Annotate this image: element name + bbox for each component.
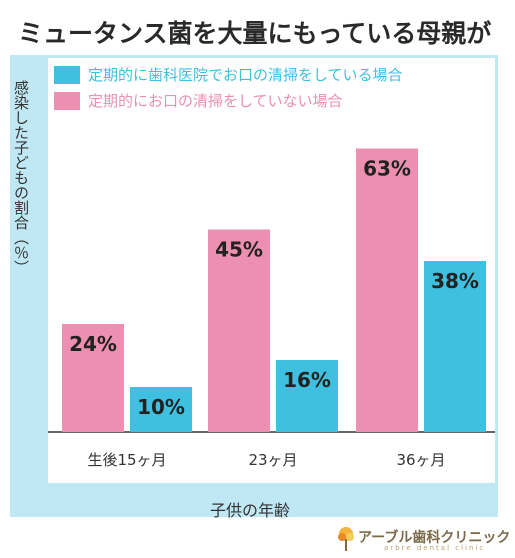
x-axis-label: 子供の年齢 <box>209 501 290 520</box>
x-tick-label: 36ヶ月 <box>396 451 445 469</box>
frame-left <box>10 55 48 517</box>
bar-value-label: 45% <box>215 238 263 262</box>
bar-value-label: 63% <box>363 157 411 181</box>
bar-value-label: 16% <box>283 368 331 392</box>
frame-right <box>495 55 498 517</box>
bar <box>276 360 338 432</box>
legend-label: 定期的にお口の清掃をしていない場合 <box>88 92 343 110</box>
bar <box>424 261 486 432</box>
legend-label: 定期的に歯科医院でお口の清掃をしている場合 <box>88 66 403 84</box>
tree-logo-icon <box>338 527 354 551</box>
plot-area: 24% 10% 生後15ヶ月 45% 16% 23ヶ月 63% 38% 36ヶ月 <box>62 148 486 469</box>
bar <box>356 148 418 432</box>
y-axis-label: 感染した子どもの割合（％） <box>12 80 30 275</box>
frame-bottom <box>10 483 498 517</box>
legend-swatch <box>54 66 80 84</box>
bar-value-label: 38% <box>431 269 479 293</box>
clinic-subtitle: arbre dental clinic <box>384 544 486 552</box>
chart-title: ミュータンス菌を大量にもっている母親が <box>18 19 492 48</box>
bar-value-label: 10% <box>137 395 185 419</box>
bar <box>130 387 192 432</box>
bar-value-label: 24% <box>69 332 117 356</box>
legend-swatch <box>54 92 80 110</box>
x-tick-label: 23ヶ月 <box>248 451 297 469</box>
clinic-name: アーブル歯科クリニック <box>358 530 511 546</box>
bar <box>208 229 270 432</box>
x-tick-label: 生後15ヶ月 <box>87 451 166 469</box>
bar <box>62 324 124 432</box>
frame-top <box>10 55 498 58</box>
